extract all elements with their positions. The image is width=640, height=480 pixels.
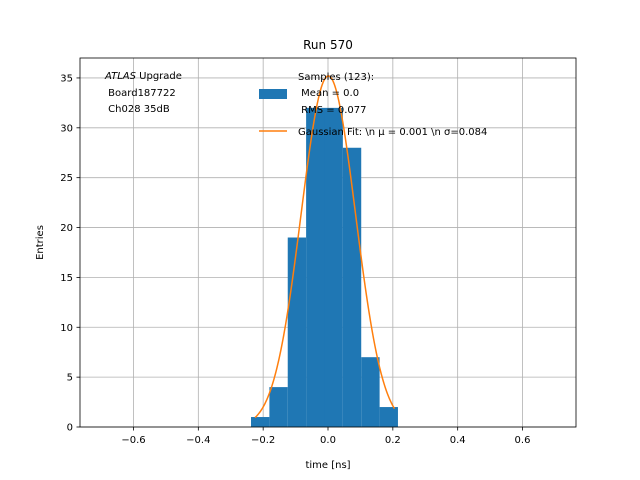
annotation-line-2: Board187722 xyxy=(105,88,176,99)
legend-fit-label: Gaussian Fit: \n μ = 0.001 \n σ=0.084 xyxy=(298,127,487,138)
histogram-bar xyxy=(324,107,343,427)
histogram-bar xyxy=(379,407,398,427)
histogram-bar xyxy=(361,357,380,427)
axis-ticks: −0.6 −0.4 −0.2 0.0 0.2 0.4 0.6 0 5 10 15 20 25 30 35 xyxy=(60,73,530,446)
y-tick-label: 30 xyxy=(60,123,73,134)
histogram-bar xyxy=(287,237,307,427)
legend-histogram-swatch xyxy=(259,89,287,99)
y-tick-label: 25 xyxy=(60,173,73,184)
x-tick-label: −0.4 xyxy=(186,435,210,446)
x-axis-label: time [ns] xyxy=(305,460,350,471)
annotation-line-1: ATLAS Upgrade xyxy=(104,71,182,82)
histogram-bar xyxy=(251,417,270,427)
atlas-annotation: ATLAS Upgrade Board187722 Ch028 35dB xyxy=(104,71,182,115)
legend-histogram-line-2: Mean = 0.0 xyxy=(298,88,359,99)
x-tick-label: −0.6 xyxy=(121,435,145,446)
x-tick-label: 0.0 xyxy=(320,435,336,446)
fit-curve-layer xyxy=(254,75,396,419)
legend-histogram-line-3: RMS = 0.077 xyxy=(298,105,366,116)
legend: Samples (123): Mean = 0.0 RMS = 0.077 Ga… xyxy=(259,72,487,138)
x-tick-label: 0.6 xyxy=(515,435,531,446)
x-tick-label: −0.2 xyxy=(251,435,275,446)
chart-title: Run 570 xyxy=(303,38,353,52)
x-tick-label: 0.4 xyxy=(450,435,466,446)
y-axis-label: Entries xyxy=(35,225,46,260)
y-tick-label: 0 xyxy=(67,423,73,434)
y-tick-label: 5 xyxy=(67,373,73,384)
legend-histogram-line-1: Samples (123): xyxy=(298,72,374,83)
annotation-upgrade: Upgrade xyxy=(136,71,182,82)
x-tick-label: 0.2 xyxy=(385,435,401,446)
histogram-bar xyxy=(306,107,325,427)
y-tick-label: 20 xyxy=(60,223,73,234)
y-tick-label: 10 xyxy=(60,323,73,334)
histogram-bar xyxy=(269,387,288,427)
y-tick-label: 15 xyxy=(60,273,73,284)
annotation-line-3: Ch028 35dB xyxy=(105,104,170,115)
y-tick-label: 35 xyxy=(60,73,73,84)
annotation-atlas: ATLAS xyxy=(104,71,137,82)
gaussian-fit-line xyxy=(254,75,396,419)
histogram-bars xyxy=(251,107,398,427)
